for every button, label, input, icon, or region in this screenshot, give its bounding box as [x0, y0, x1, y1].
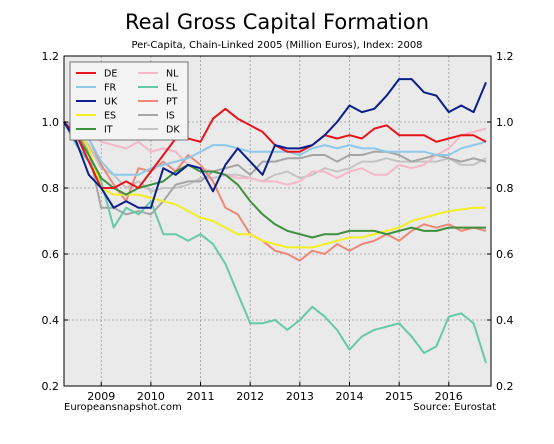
legend-label-el: EL: [166, 83, 178, 94]
series-line-uk: [63, 78, 487, 209]
chart-title: Real Gross Capital Formation: [124, 10, 430, 34]
y-tick-label-right: 0.8: [496, 182, 514, 195]
x-tick-label: 2009: [87, 390, 115, 403]
series-line-it: [63, 121, 486, 239]
x-tick-label: 2016: [435, 390, 463, 403]
source-left: Europeansnapshot.com: [64, 402, 182, 413]
legend-label-es: ES: [104, 111, 116, 122]
y-tick-label-left: 0.4: [42, 314, 60, 327]
y-tick-label-right: 1.0: [496, 116, 514, 129]
x-tick-label: 2012: [236, 390, 264, 403]
ticks: 2009 2010 2011 2012 2013 2014 2015 2016 0.2 0.2 0.…: [42, 50, 514, 403]
y-tick-label-right: 0.2: [496, 380, 514, 393]
legend-label-dk: DK: [166, 125, 180, 136]
legend-label-uk: UK: [104, 97, 118, 108]
x-tick-label: 2015: [385, 390, 413, 403]
series-line-es: [63, 121, 486, 249]
x-tick-label: 2014: [335, 390, 363, 403]
legend: DE FR UK ES IT NL EL PT IS DK: [69, 61, 189, 141]
series-layer: [63, 78, 487, 364]
x-tick-label: 2010: [137, 390, 165, 403]
source-right: Source: Eurostat: [413, 402, 496, 413]
legend-label-it: IT: [104, 125, 113, 136]
series-line-dk: [63, 121, 487, 193]
legend-label-de: DE: [104, 69, 117, 80]
y-tick-label-left: 0.2: [42, 380, 60, 393]
x-tick-label: 2011: [187, 390, 215, 403]
y-tick-label-left: 1.0: [42, 116, 60, 129]
x-tick-label: 2013: [286, 390, 314, 403]
y-tick-label-right: 0.4: [496, 314, 514, 327]
series-line-fr: [63, 121, 487, 176]
y-tick-label-left: 0.8: [42, 182, 60, 195]
plot-frame: [63, 55, 492, 387]
series-line-el: [63, 121, 487, 364]
legend-label-pt: PT: [166, 97, 178, 108]
chart-subtitle: Per-Capita, Chain-Linked 2005 (Million E…: [131, 40, 423, 51]
y-tick-label-right: 1.2: [496, 50, 514, 63]
legend-label-nl: NL: [166, 69, 179, 80]
series-line-nl: [63, 121, 487, 186]
y-tick-label-right: 0.6: [496, 248, 514, 261]
legend-label-is: IS: [166, 111, 175, 122]
y-tick-label-left: 0.6: [42, 248, 60, 261]
legend-label-fr: FR: [104, 83, 116, 94]
y-tick-label-left: 1.2: [42, 50, 60, 63]
